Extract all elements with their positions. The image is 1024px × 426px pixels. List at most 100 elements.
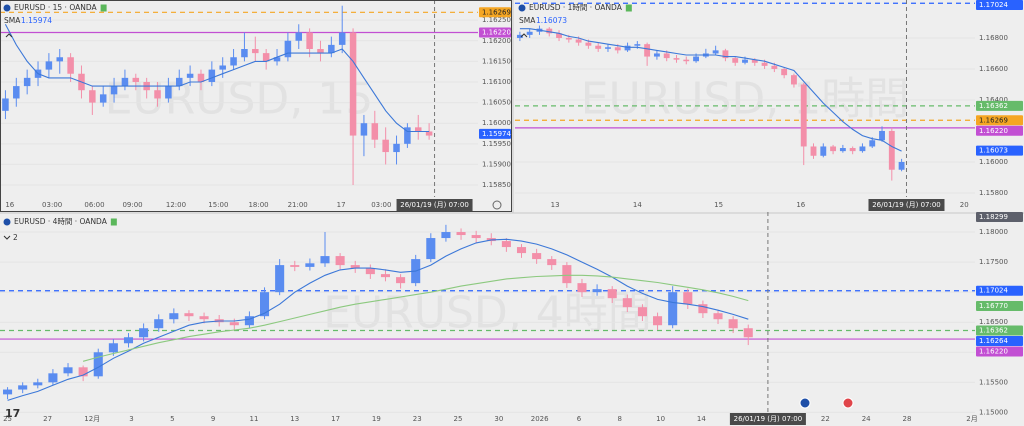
candle-body bbox=[197, 73, 205, 82]
candle-body bbox=[888, 130, 895, 170]
x-tick-label: 12月 bbox=[84, 415, 100, 423]
x-tick-label: 19 bbox=[372, 415, 381, 423]
candle-body bbox=[663, 53, 670, 59]
event-icon[interactable] bbox=[799, 397, 811, 409]
price-label-box bbox=[479, 128, 511, 139]
candle-body bbox=[275, 265, 285, 293]
y-tick-label: 1.15000 bbox=[979, 408, 1008, 416]
price-label: 1.17024 bbox=[979, 1, 1008, 9]
price-label: 1.16770 bbox=[979, 302, 1008, 310]
x-tick-label: 06:00 bbox=[84, 201, 104, 209]
market-status bbox=[100, 4, 107, 12]
x-tick-label: 6 bbox=[577, 415, 582, 423]
candle-body bbox=[456, 232, 466, 236]
sma-line bbox=[82, 274, 749, 362]
x-tick-label: 2026 bbox=[531, 415, 549, 423]
candle-body bbox=[110, 86, 118, 95]
candle-body bbox=[414, 127, 422, 132]
indicator-name: SMA bbox=[519, 16, 536, 25]
candle-body bbox=[306, 32, 313, 49]
candle-body bbox=[668, 292, 678, 326]
candle-body bbox=[48, 373, 58, 383]
candle-body bbox=[791, 75, 797, 85]
candle-body bbox=[45, 61, 53, 70]
symbol-icon bbox=[518, 4, 526, 12]
candle-body bbox=[139, 328, 149, 338]
candle-body bbox=[577, 283, 587, 293]
y-tick-label: 1.18000 bbox=[979, 228, 1008, 236]
price-label: 1.16220 bbox=[482, 29, 511, 37]
x-tick-label: 10 bbox=[656, 415, 665, 423]
candle-body bbox=[830, 146, 837, 152]
candle-body bbox=[751, 59, 758, 63]
market-status bbox=[110, 218, 117, 226]
x-tick-label: 09:00 bbox=[122, 201, 142, 209]
candle-body bbox=[592, 289, 602, 293]
x-tick-label: 17 bbox=[337, 201, 346, 209]
price-label-box bbox=[479, 7, 511, 18]
market-status bbox=[625, 4, 632, 12]
y-tick-label: 1.15950 bbox=[482, 140, 511, 148]
candle-body bbox=[653, 316, 663, 326]
symbol-title: EURUSD · 4時間 · OANDA bbox=[14, 217, 108, 226]
price-label-box bbox=[976, 325, 1023, 336]
event-icon[interactable] bbox=[842, 397, 854, 409]
cursor-time: 26/01/19 (月) 07:00 bbox=[872, 201, 941, 209]
plot-area bbox=[0, 5, 478, 186]
candle-body bbox=[728, 319, 738, 329]
candle-body bbox=[186, 73, 194, 78]
x-tick-label: 28 bbox=[903, 415, 912, 423]
x-tick-label: 17 bbox=[331, 415, 340, 423]
price-label: 1.18299 bbox=[979, 213, 1008, 221]
y-tick-label: 1.16100 bbox=[482, 78, 511, 86]
candle-body bbox=[33, 382, 43, 386]
x-tick-label: 12:00 bbox=[166, 201, 186, 209]
x-tick-label: 27 bbox=[43, 415, 52, 423]
indicator-name: SMA bbox=[4, 16, 21, 25]
candle-body bbox=[595, 45, 602, 49]
symbol-icon bbox=[3, 4, 11, 12]
candle-body bbox=[516, 34, 523, 38]
candle-body bbox=[365, 268, 375, 275]
candle-body bbox=[471, 235, 481, 239]
price-label-box bbox=[976, 300, 1023, 311]
candle-body bbox=[393, 143, 400, 153]
candle-body bbox=[219, 65, 226, 70]
candle-body bbox=[273, 57, 281, 62]
price-label-box bbox=[479, 27, 511, 38]
symbol-icon bbox=[3, 218, 11, 226]
candle-body bbox=[290, 265, 300, 267]
y-tick-label: 1.16050 bbox=[482, 99, 511, 107]
price-label-box bbox=[976, 125, 1023, 136]
candle-body bbox=[380, 274, 390, 278]
x-tick-label: 11 bbox=[249, 415, 258, 423]
candle-body bbox=[175, 77, 183, 87]
candle-body bbox=[869, 140, 876, 147]
y-tick-label: 1.15800 bbox=[979, 189, 1008, 197]
candle-body bbox=[93, 352, 103, 377]
price-label: 1.16073 bbox=[979, 147, 1008, 155]
price-label: 1.16362 bbox=[979, 102, 1008, 110]
candle-body bbox=[532, 253, 542, 260]
candle-body bbox=[252, 48, 259, 54]
cursor-time-box bbox=[729, 413, 806, 425]
candle-body bbox=[260, 292, 270, 317]
candle-body bbox=[382, 139, 389, 153]
candle-body bbox=[742, 59, 748, 63]
candle-body bbox=[328, 44, 335, 54]
candle-body bbox=[230, 57, 237, 66]
candle-body bbox=[683, 59, 690, 62]
x-tick-label: 13 bbox=[290, 415, 299, 423]
collapse-icon bbox=[520, 33, 528, 38]
candle-body bbox=[565, 37, 572, 40]
price-label: 1.16220 bbox=[979, 348, 1008, 356]
y-tick-label: 1.16200 bbox=[482, 37, 511, 45]
indicator-value: 1.15974 bbox=[21, 16, 52, 25]
x-tick-label: 21:00 bbox=[288, 201, 308, 209]
candle-body bbox=[501, 241, 511, 248]
price-label: 1.16269 bbox=[979, 116, 1008, 124]
price-label-box bbox=[976, 336, 1023, 347]
price-label-box bbox=[976, 100, 1023, 111]
candle-body bbox=[839, 148, 846, 152]
settings-icon[interactable] bbox=[492, 200, 502, 210]
